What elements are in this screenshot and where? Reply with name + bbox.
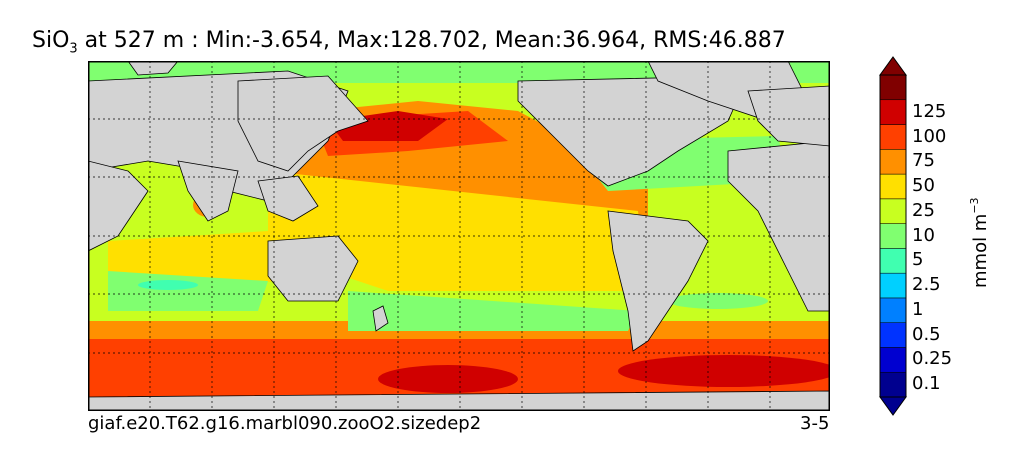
africa [727, 140, 830, 312]
south-pacific-green [348, 291, 638, 331]
colorbar-tick-label: 1 [912, 298, 924, 320]
colorbar-tick-label: 0.1 [912, 373, 941, 395]
colorbar-tick-label: 50 [912, 175, 935, 197]
graticule [88, 61, 830, 411]
southern-max-atlantic [618, 355, 830, 387]
colorbar-tick-label: 75 [912, 150, 935, 172]
colorbar-segment [879, 74, 907, 101]
colorbar-segment [879, 198, 907, 224]
south-indian-cyan [138, 280, 198, 290]
colorbar-segment [879, 371, 907, 398]
colorbar-bottom-arrow [879, 396, 907, 416]
colorbar-tick-label: 0.25 [912, 348, 953, 370]
colorbar-segment [879, 124, 907, 150]
colorbar-unit-label: mmol m−3 [968, 197, 991, 288]
colorbar-segment [879, 149, 907, 175]
year-range: 3-5 [800, 413, 830, 434]
colorbar-tick-label: 100 [912, 125, 947, 147]
plot-title: SiO3 at 527 m : Min:-3.654, Max:128.702,… [32, 28, 786, 57]
arctic-land-left [127, 61, 179, 76]
southern-band-red-orange [88, 339, 830, 361]
antarctica [88, 390, 830, 411]
colorbar-tick-label: 125 [912, 100, 947, 122]
colorbar-tick-label: 2.5 [912, 274, 941, 296]
silicate-map [88, 61, 830, 411]
south-atlantic-green [668, 293, 768, 309]
europe [747, 85, 830, 147]
southeast-asia [257, 175, 319, 222]
case-name: giaf.e20.T62.g16.marbl090.zooO2.sizedep2 [88, 413, 482, 434]
colorbar-segment [879, 322, 907, 348]
colorbar-segment [879, 272, 907, 299]
colorbar-segment [879, 297, 907, 323]
colorbar-segment [879, 173, 907, 200]
colorbar [879, 56, 907, 416]
africa-east [88, 160, 149, 252]
svg-text:mmol m−3: mmol m−3 [968, 197, 991, 288]
equatorial-pacific-yellow [268, 171, 648, 291]
new-zealand [372, 305, 389, 332]
colorbar-tick-label: 5 [912, 249, 924, 271]
colorbar-segment [879, 248, 907, 274]
colorbar-segment [879, 223, 907, 249]
colorbar-tick-label: 10 [912, 224, 935, 246]
colorbar-segment [879, 99, 907, 125]
south-indian-green [108, 271, 268, 311]
asia-east [237, 75, 369, 172]
map-frame [88, 61, 830, 411]
colorbar-top-arrow [879, 56, 907, 76]
indian-subcontinent [177, 160, 239, 222]
south-america [607, 210, 709, 352]
colorbar-tick-label: 0.5 [912, 323, 941, 345]
colorbar-segment [879, 347, 907, 373]
southern-max-pacific [378, 365, 518, 393]
land-masses [88, 61, 830, 411]
colorbar-tick-label: 25 [912, 199, 935, 221]
